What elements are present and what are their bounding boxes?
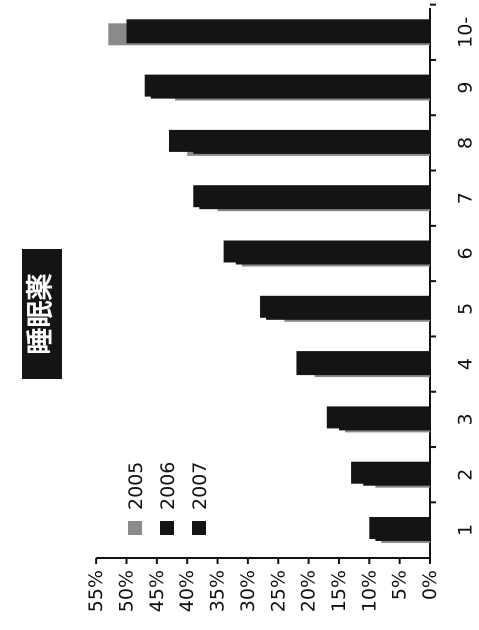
bar-2007-5	[260, 295, 430, 318]
value-tick-label: 50%	[116, 570, 138, 612]
category-label: 6	[455, 247, 477, 259]
chart-title: 睡眠薬	[26, 274, 57, 355]
bar-2007-7	[193, 185, 430, 208]
value-tick-label: 10%	[358, 570, 380, 612]
legend-label-2007: 2007	[189, 462, 211, 510]
bar-2007-9	[144, 74, 430, 97]
value-tick-label: 40%	[176, 570, 198, 612]
chart-title-box: 睡眠薬	[22, 249, 62, 379]
category-label: 2	[455, 469, 477, 481]
value-tick-label: 15%	[328, 570, 350, 612]
category-label: 9	[455, 82, 477, 94]
value-tick-label: 25%	[267, 570, 289, 612]
value-tick-label: 30%	[237, 570, 259, 612]
category-label: 8	[455, 137, 477, 149]
category-label: 1	[455, 524, 477, 536]
value-tick-label: 45%	[146, 570, 168, 612]
legend-swatch-2006	[160, 521, 174, 535]
bar-2007-6	[223, 240, 430, 263]
value-tick-label: 20%	[298, 570, 320, 612]
value-tick-label: 35%	[207, 570, 229, 612]
value-tick-label: 55%	[85, 570, 107, 612]
legend-label-2005: 2005	[125, 462, 147, 510]
category-label: 4	[455, 358, 477, 370]
bar-2007-8	[168, 129, 431, 152]
bars	[108, 19, 431, 543]
value-tick-label: 0%	[419, 570, 441, 600]
legend-swatch-2007	[192, 521, 206, 535]
category-label: 5	[455, 303, 477, 315]
category-axis: 1 2 3 4 5 6 7 8 9 10-	[430, 3, 477, 536]
category-label: 10-	[455, 17, 477, 48]
category-label: 7	[455, 192, 477, 204]
value-axis: 0% 5% 10% 15% 20% 25% 30% 35% 40% 45% 50% 55%	[85, 8, 441, 612]
legend-swatch-2005	[128, 521, 142, 535]
bar-2007-2	[351, 461, 430, 484]
bar-2007-3	[326, 406, 430, 429]
legend: 2005 2006 2007	[125, 462, 211, 535]
value-tick-label: 5%	[389, 570, 411, 600]
bar-2007-4	[296, 351, 430, 374]
category-label: 3	[455, 413, 477, 425]
chart-title-background	[22, 249, 62, 379]
legend-label-2006: 2006	[157, 462, 179, 510]
bar-2007-10-	[126, 19, 430, 42]
bar-2007-1	[369, 517, 430, 539]
